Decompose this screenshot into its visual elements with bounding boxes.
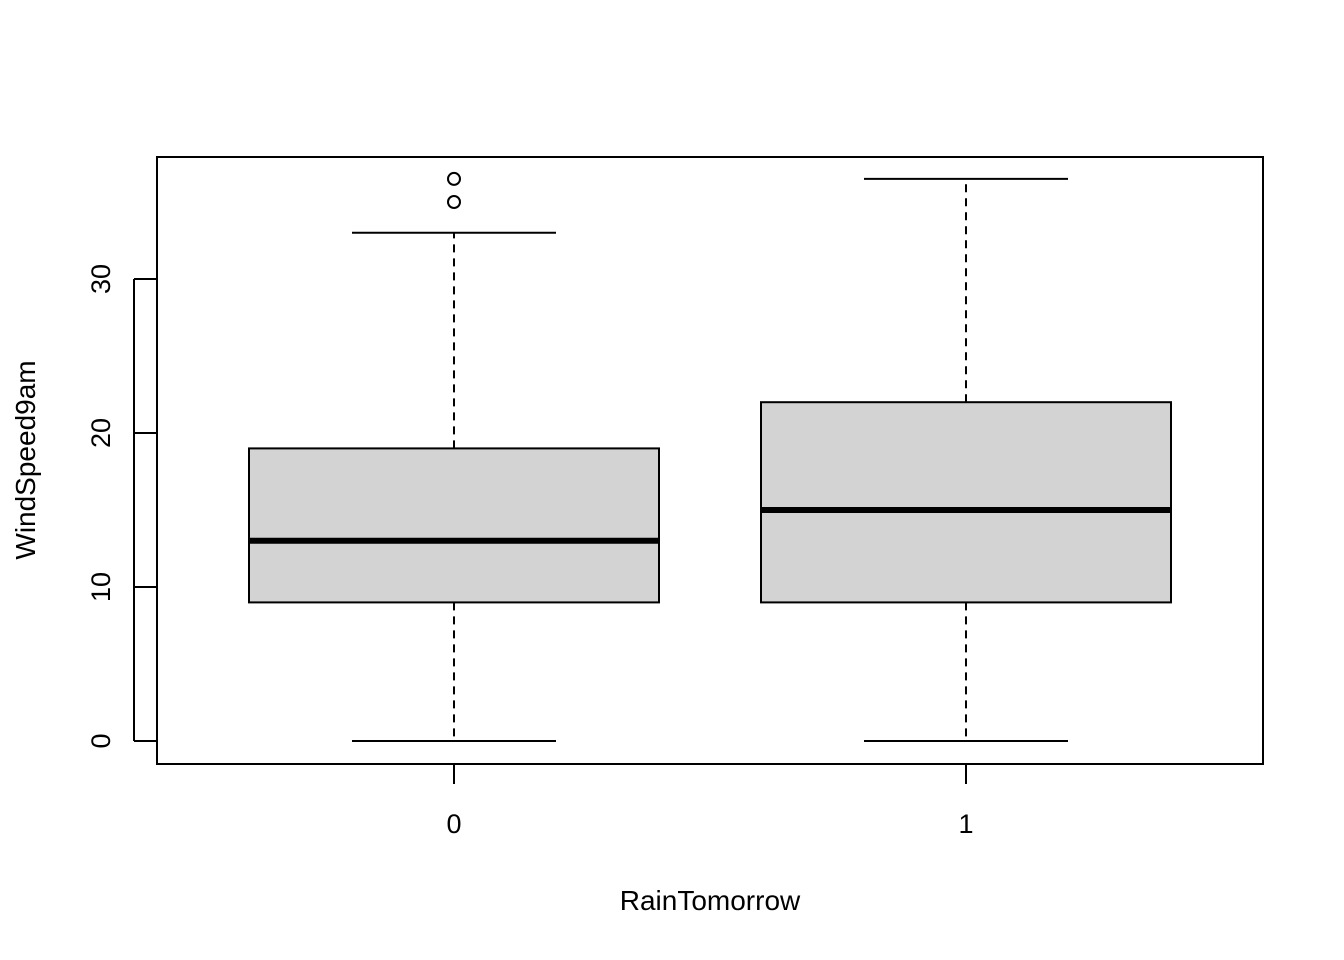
plot-frame <box>156 156 1264 765</box>
y-axis: 0 10 20 30 <box>86 264 157 749</box>
x-tick-label: 0 <box>446 809 461 839</box>
outlier-point <box>447 195 461 209</box>
box-group-1 <box>760 177 1172 742</box>
outlier-point <box>447 171 461 186</box>
x-axis-label: RainTomorrow <box>620 885 801 916</box>
box-group-0 <box>248 171 660 742</box>
y-tick-label: 10 <box>86 572 116 602</box>
x-tick-label: 1 <box>958 809 973 839</box>
boxes-layer <box>248 171 1172 742</box>
iqr-box <box>760 401 1172 604</box>
y-tick-label: 20 <box>86 418 116 448</box>
y-tick-label: 30 <box>86 264 116 294</box>
y-axis-label: WindSpeed9am <box>10 360 41 559</box>
y-tick-label: 0 <box>86 733 116 748</box>
iqr-box <box>248 447 660 604</box>
